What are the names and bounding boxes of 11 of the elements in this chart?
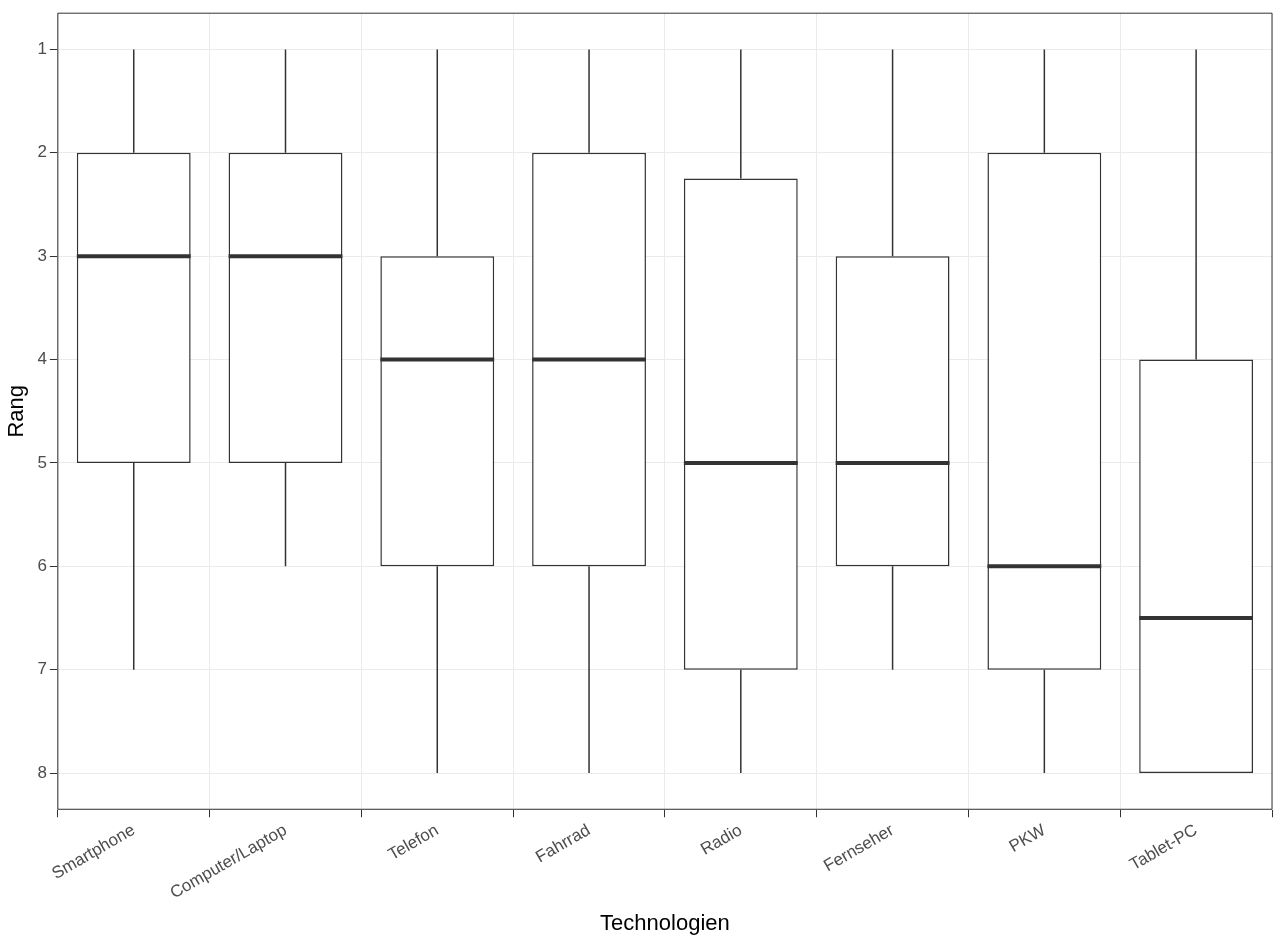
y-tick-label: 6: [37, 555, 47, 575]
y-tick-label: 3: [37, 245, 47, 265]
y-axis-title: Rang: [3, 384, 29, 438]
y-tick-label: 8: [37, 762, 47, 782]
x-axis-title: Technologien: [600, 909, 730, 935]
y-tick-label: 7: [37, 659, 47, 679]
y-tick-label: 2: [37, 142, 47, 162]
y-tick-label: 5: [37, 452, 47, 472]
y-tick-label: 1: [37, 39, 47, 59]
y-tick-label: 4: [37, 349, 47, 369]
x-tick-label: Radio: [697, 820, 746, 859]
